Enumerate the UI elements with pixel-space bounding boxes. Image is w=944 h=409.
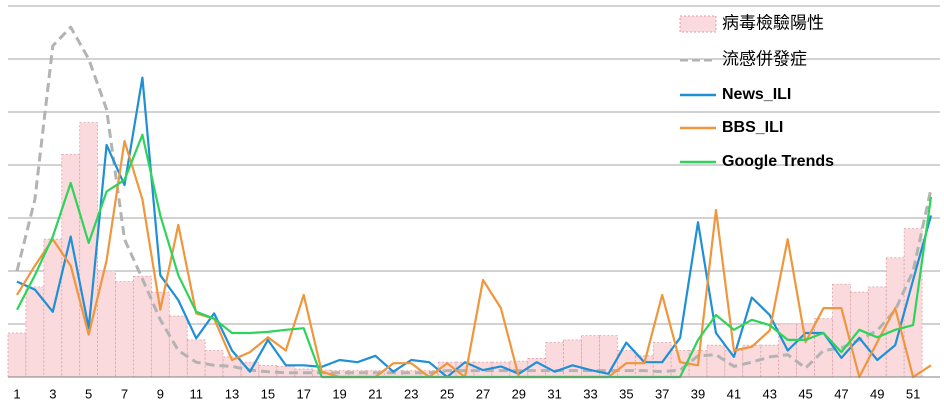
x-tick-label: 25 [440, 386, 454, 401]
legend-label: 病毒檢驗陽性 [722, 13, 824, 32]
legend-label: 流感併發症 [722, 49, 807, 68]
x-tick-label: 35 [619, 386, 633, 401]
x-tick-label: 31 [547, 386, 561, 401]
x-tick-label: 19 [332, 386, 346, 401]
series-line [16, 140, 932, 379]
x-tick-label: 23 [404, 386, 418, 401]
x-tick-label: 21 [368, 386, 382, 401]
x-tick-label: 43 [762, 386, 776, 401]
x-tick-label: 15 [261, 386, 275, 401]
bar [222, 356, 242, 378]
x-tick-label: 41 [727, 386, 741, 401]
x-tick-label: 45 [798, 386, 812, 401]
bar [79, 122, 99, 378]
x-tick-label: 33 [583, 386, 597, 401]
bar [7, 332, 27, 378]
bar [814, 318, 833, 378]
legend-label: Google Trends [722, 153, 834, 170]
bar [760, 344, 780, 378]
series-line [15, 25, 933, 375]
legend-label: News_ILI [722, 86, 791, 103]
x-tick-label: 1 [13, 386, 20, 401]
bar [25, 286, 45, 378]
x-tick-label: 27 [476, 386, 490, 401]
x-tick-label: 7 [121, 386, 128, 401]
x-tick-label: 51 [906, 386, 920, 401]
x-tick-label: 39 [691, 386, 705, 401]
x-tick-label: 29 [512, 386, 526, 401]
legend-label: BBS_ILI [722, 119, 783, 136]
legend-swatch [679, 15, 717, 33]
x-tick-label: 49 [870, 386, 884, 401]
x-tick-label: 47 [834, 386, 848, 401]
x-tick-label: 3 [49, 386, 56, 401]
x-tick-label: 13 [225, 386, 239, 401]
bar [706, 344, 726, 378]
bar [168, 315, 188, 378]
x-tick-label: 5 [85, 386, 92, 401]
x-tick-label: 9 [157, 386, 164, 401]
x-tick-label: 11 [189, 386, 203, 401]
bar [186, 339, 206, 378]
x-tick-label: 37 [655, 386, 669, 401]
bar [115, 281, 134, 378]
x-tick-label: 17 [296, 386, 310, 401]
